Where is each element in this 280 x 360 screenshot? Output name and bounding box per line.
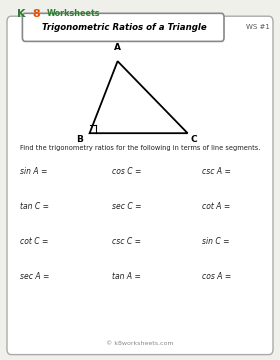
FancyBboxPatch shape bbox=[7, 16, 273, 355]
Text: tan C =: tan C = bbox=[20, 202, 49, 211]
Text: sec C =: sec C = bbox=[112, 202, 141, 211]
Text: © k8worksheets.com: © k8worksheets.com bbox=[106, 341, 174, 346]
Text: csc A =: csc A = bbox=[202, 167, 230, 176]
FancyBboxPatch shape bbox=[22, 13, 224, 41]
Text: B: B bbox=[76, 135, 83, 144]
Text: Trigonometric Ratios of a Triangle: Trigonometric Ratios of a Triangle bbox=[42, 23, 207, 32]
Text: cos A =: cos A = bbox=[202, 272, 231, 281]
Text: tan A =: tan A = bbox=[112, 272, 141, 281]
Text: A: A bbox=[114, 43, 121, 52]
Text: Find the trigonometry ratios for the following in terms of line segments.: Find the trigonometry ratios for the fol… bbox=[20, 145, 260, 151]
Text: csc C =: csc C = bbox=[112, 237, 141, 246]
Text: Worksheets: Worksheets bbox=[47, 9, 101, 18]
Text: sin A =: sin A = bbox=[20, 167, 47, 176]
Text: WS #1: WS #1 bbox=[246, 24, 270, 30]
Text: C: C bbox=[190, 135, 197, 144]
Text: K: K bbox=[17, 9, 25, 19]
Text: cot A =: cot A = bbox=[202, 202, 230, 211]
Text: cos C =: cos C = bbox=[112, 167, 141, 176]
Text: cot C =: cot C = bbox=[20, 237, 48, 246]
Text: sin C =: sin C = bbox=[202, 237, 229, 246]
Text: sec A =: sec A = bbox=[20, 272, 49, 281]
Text: 8: 8 bbox=[32, 9, 40, 19]
